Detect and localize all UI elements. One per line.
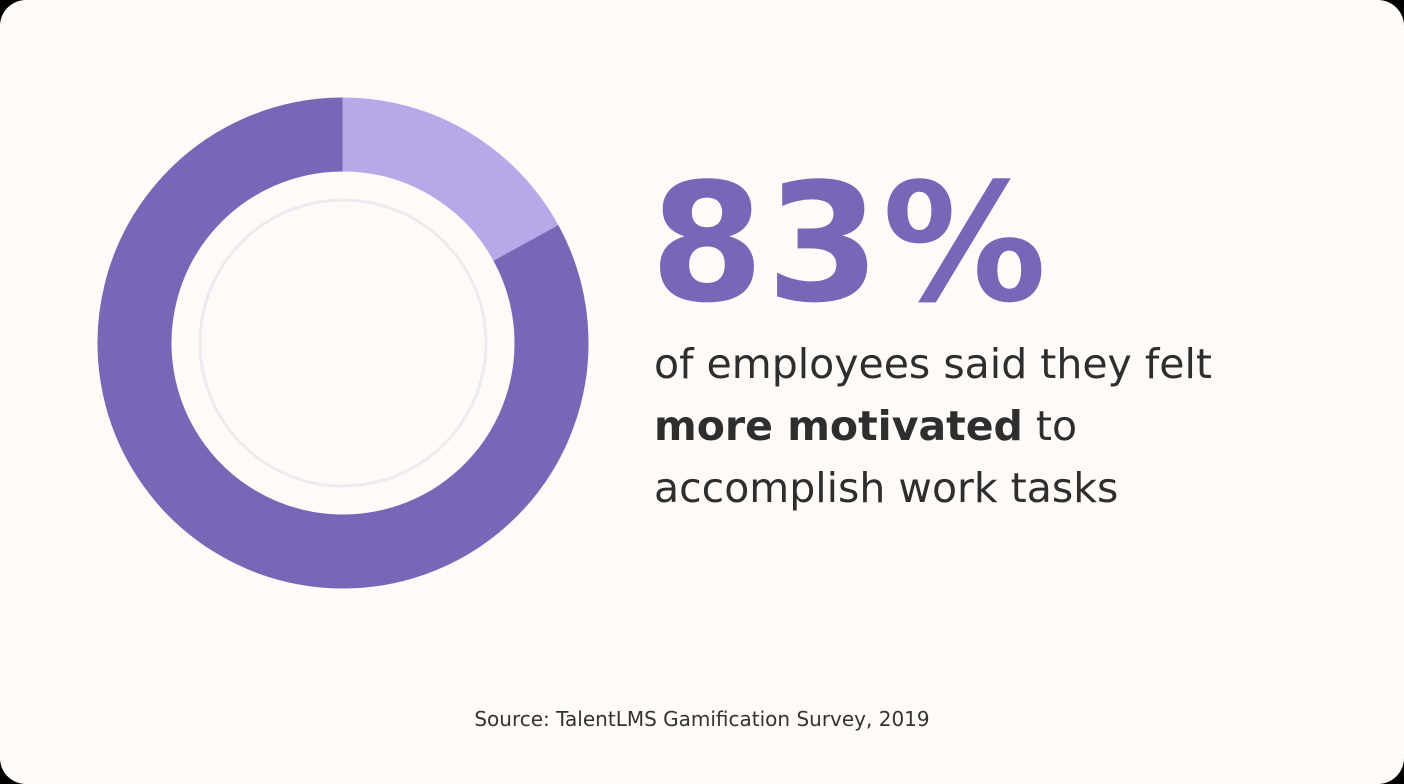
- inner-ring: [198, 198, 488, 488]
- emphasis-text: more motivated: [654, 402, 1023, 450]
- description-line-2: more motivated to: [654, 395, 1354, 457]
- source-citation: Source: TalentLMS Gamification Survey, 2…: [474, 707, 930, 731]
- stat-description: of employees said they felt more motivat…: [654, 333, 1354, 519]
- description-line-1: of employees said they felt: [654, 340, 1212, 388]
- donut-slice-remainder: [342, 97, 559, 261]
- donut-chart: [97, 97, 589, 589]
- description-line-2-rest: to: [1022, 402, 1078, 450]
- stat-percent: 83%: [650, 148, 1049, 339]
- description-line-3: accomplish work tasks: [654, 464, 1119, 512]
- donut-slice-main: [97, 97, 589, 589]
